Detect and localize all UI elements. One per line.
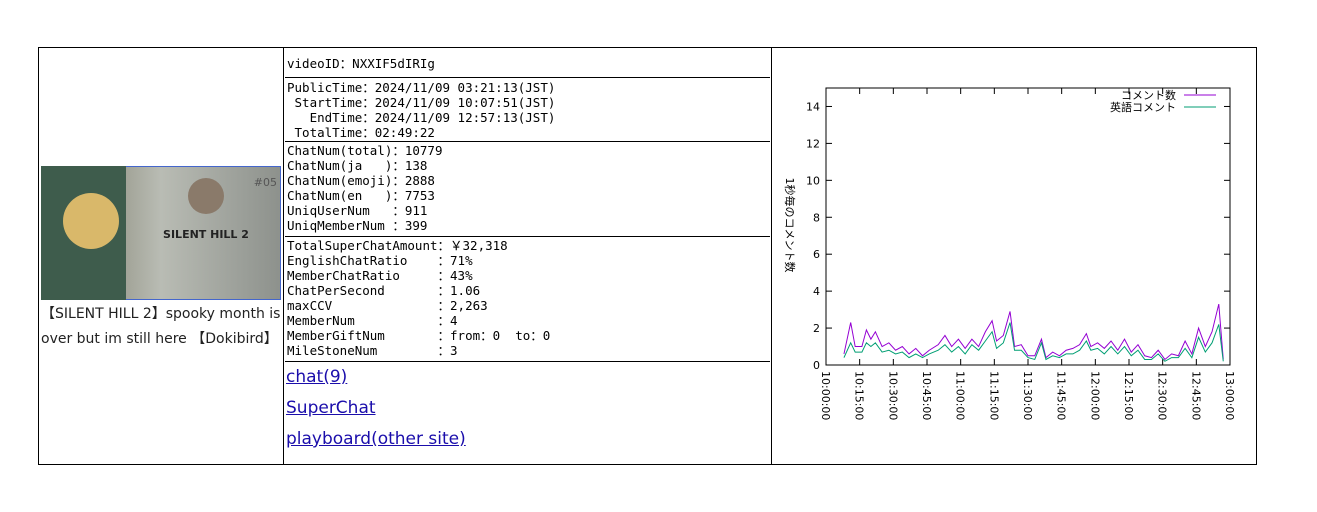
x-tick-label: 12:45:00 bbox=[1189, 371, 1202, 420]
video-title: 【SILENT HILL 2】spooky month is over but … bbox=[41, 306, 281, 347]
info-line: MemberChatRatio ：43% bbox=[287, 268, 473, 283]
info-line: ChatPerSecond ：1.06 bbox=[287, 283, 481, 298]
info-line: MemberGiftNum ：from：0 to：0 bbox=[287, 328, 551, 343]
x-tick-label: 12:15:00 bbox=[1122, 371, 1135, 420]
info-line: maxCCV ：2,263 bbox=[287, 298, 488, 313]
x-tick-label: 10:30:00 bbox=[886, 371, 899, 420]
separator bbox=[285, 77, 770, 78]
separator bbox=[285, 361, 770, 362]
column-border bbox=[283, 47, 772, 465]
x-tick-label: 11:00:00 bbox=[954, 371, 967, 420]
x-tick-label: 10:15:00 bbox=[853, 371, 866, 420]
x-tick-label: 10:45:00 bbox=[920, 371, 933, 420]
x-tick-label: 11:15:00 bbox=[987, 371, 1000, 420]
link[interactable]: playboard(other site) bbox=[286, 429, 466, 449]
info-line: StartTime：2024/11/09 10:07:51(JST) bbox=[287, 95, 556, 110]
link[interactable]: SuperChat bbox=[286, 398, 376, 418]
plot-frame bbox=[825, 87, 1231, 366]
info-line: MileStoneNum ：3 bbox=[287, 343, 458, 358]
table bbox=[38, 47, 1257, 465]
info-line: TotalTime：02:49:22 bbox=[287, 125, 435, 140]
info-line: ChatNum(total)：10779 bbox=[287, 143, 443, 158]
thumbnail: SILENT HILL 2 #05 bbox=[41, 166, 281, 300]
series-line bbox=[843, 322, 1224, 362]
info-line: ChatNum(ja )：138 bbox=[287, 158, 428, 173]
link[interactable]: chat(9) bbox=[286, 367, 348, 387]
y-tick-label: 10 bbox=[806, 174, 820, 187]
legend-label: コメント数 bbox=[1121, 89, 1176, 102]
chart: 1秒毎のコメント数 0 2 4 6 8 10 12 14 10:00:00 10:15:00 10:… bbox=[783, 87, 1236, 420]
info-line: PublicTime：2024/11/09 03:21:13(JST) bbox=[287, 80, 556, 95]
info-line: MemberNum ：4 bbox=[287, 313, 458, 328]
thumbnail-episode: #05 bbox=[254, 176, 277, 189]
x-tick-label: 12:30:00 bbox=[1156, 371, 1169, 420]
y-axis-label: 1秒毎のコメント数 bbox=[783, 178, 797, 273]
legend-label: 英語コメント bbox=[1110, 100, 1176, 114]
info-line: UniqMemberNum ：399 bbox=[287, 218, 428, 233]
info-line: ChatNum(en )：7753 bbox=[287, 188, 435, 203]
x-tick-label: 10:00:00 bbox=[819, 371, 832, 420]
y-tick-label: 6 bbox=[813, 248, 820, 261]
y-tick-label: 2 bbox=[813, 322, 820, 335]
y-tick-label: 8 bbox=[813, 211, 820, 224]
x-tick-label: 11:30:00 bbox=[1021, 371, 1034, 420]
y-tick-label: 4 bbox=[813, 285, 820, 298]
separator bbox=[285, 236, 770, 237]
video-id: videoID：NXXIF5dIRIg bbox=[287, 56, 435, 71]
info-line: UniqUserNum ：911 bbox=[287, 203, 428, 218]
info-line: EndTime：2024/11/09 12:57:13(JST) bbox=[287, 110, 556, 125]
times-block: PublicTime：2024/11/09 03:21:13(JST) Star… bbox=[287, 80, 555, 140]
info-line: ChatNum(emoji)：2888 bbox=[287, 173, 435, 188]
series-line bbox=[843, 303, 1224, 361]
x-tick-label: 12:00:00 bbox=[1088, 371, 1101, 420]
separator bbox=[285, 141, 770, 142]
x-tick-label: 11:45:00 bbox=[1055, 371, 1068, 420]
y-tick-label: 14 bbox=[806, 100, 820, 113]
stats-block: TotalSuperChatAmount：￥32,318 EnglishChatR… bbox=[287, 238, 550, 358]
x-tick-label: 13:00:00 bbox=[1223, 371, 1236, 420]
info-line: EnglishChatRatio ：71% bbox=[287, 253, 473, 268]
info-line: TotalSuperChatAmount：￥32,318 bbox=[287, 238, 508, 253]
chat-block: ChatNum(total)：10779 ChatNum(ja )：138 Chat… bbox=[287, 143, 443, 233]
thumbnail-text: SILENT HILL 2 bbox=[163, 228, 249, 241]
y-tick-label: 0 bbox=[813, 359, 820, 372]
y-tick-label: 12 bbox=[806, 137, 820, 150]
